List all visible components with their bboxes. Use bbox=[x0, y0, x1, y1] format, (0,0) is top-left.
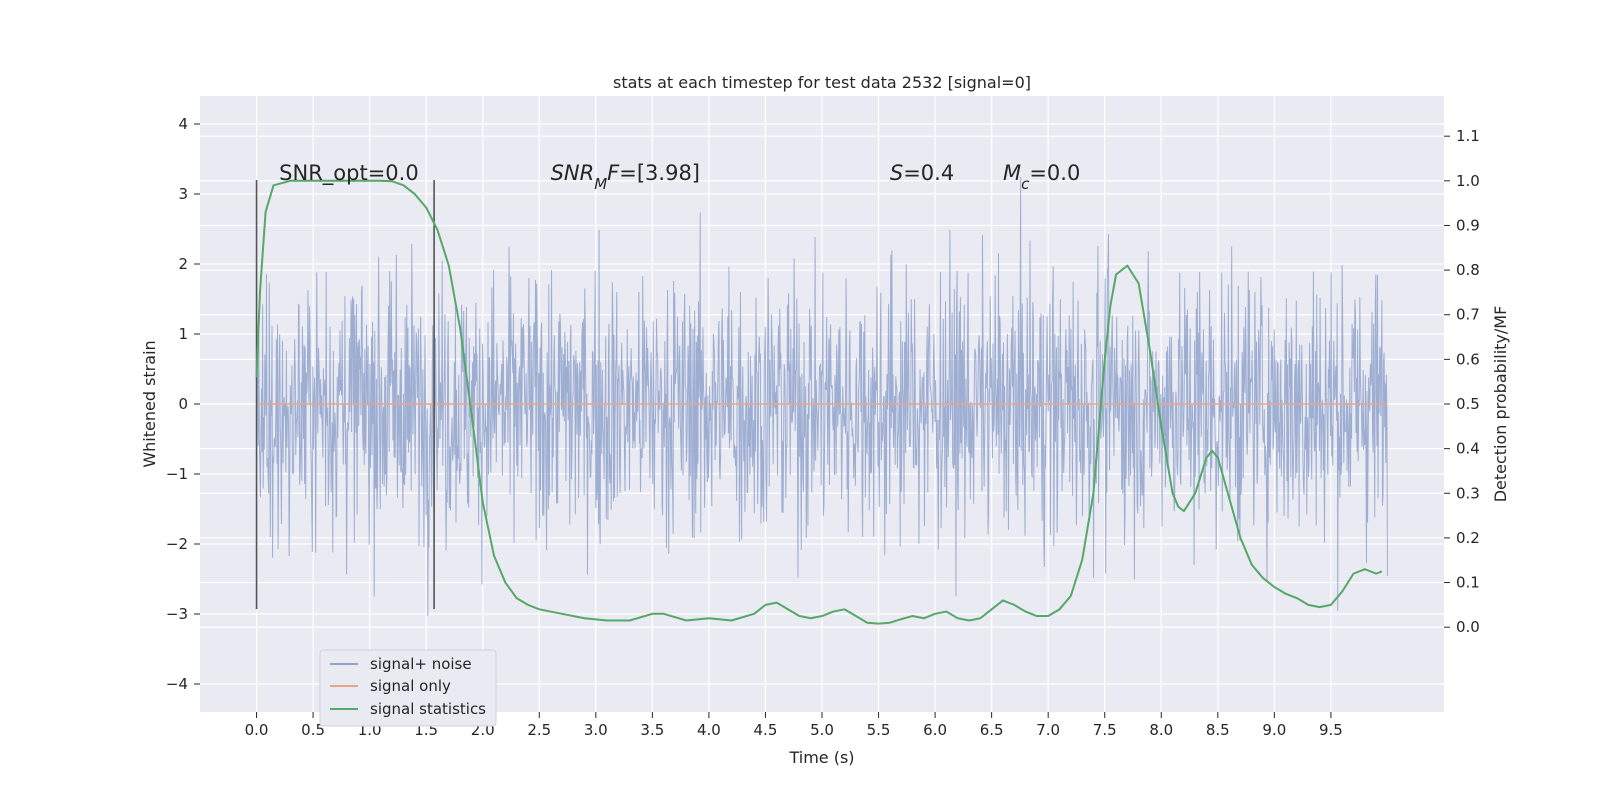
vertical-markers bbox=[255, 180, 435, 610]
yr-tick-label: 1.0 bbox=[1456, 172, 1480, 190]
legend-label-signal-noise: signal+ noise bbox=[370, 655, 472, 673]
yl-tick-label: −4 bbox=[166, 675, 188, 693]
x-tick-label: 9.0 bbox=[1262, 721, 1286, 739]
x-tick-label: 7.0 bbox=[1036, 721, 1060, 739]
x-tick-label: 8.5 bbox=[1206, 721, 1230, 739]
x-tick-label: 6.0 bbox=[923, 721, 947, 739]
legend-box bbox=[319, 649, 497, 727]
annotation-0: SNR_opt=0.0 bbox=[279, 161, 419, 186]
annotation-1: SNRMF=[3.98] bbox=[551, 161, 700, 193]
x-tick-label: 5.0 bbox=[810, 721, 834, 739]
yr-tick-label: 0.9 bbox=[1456, 216, 1480, 234]
x-tick-label: 3.5 bbox=[640, 721, 664, 739]
yl-tick-label: 3 bbox=[178, 185, 188, 203]
yl-tick-label: −3 bbox=[166, 605, 188, 623]
yl-tick-label: 2 bbox=[178, 255, 188, 273]
x-tick-label: 6.5 bbox=[980, 721, 1004, 739]
right-y-axis-title: Detection probability/MF bbox=[1491, 306, 1510, 503]
yr-tick-label: 0.1 bbox=[1456, 574, 1480, 592]
left-y-axis-ticks: 4 3 2 1 0 −1 −2 −3 −4 bbox=[166, 115, 200, 693]
left-y-axis-title: Whitened strain bbox=[140, 340, 159, 467]
yr-tick-label: 0.7 bbox=[1456, 306, 1480, 324]
yr-tick-label: 0.4 bbox=[1456, 440, 1480, 458]
x-tick-label: 7.5 bbox=[1093, 721, 1117, 739]
x-axis-title: Time (s) bbox=[788, 748, 854, 767]
yr-tick-label: 1.1 bbox=[1456, 127, 1480, 145]
legend-label-signal-statistics: signal statistics bbox=[370, 700, 486, 718]
yl-tick-label: −1 bbox=[166, 465, 188, 483]
x-tick-label: 0.0 bbox=[245, 721, 269, 739]
x-tick-label: 4.5 bbox=[754, 721, 778, 739]
x-axis-ticks: 0.0 0.5 1.0 1.5 2.0 2.5 3.0 3.5 4.0 4.5 5.0 5.5 6.0 6… bbox=[245, 712, 1343, 739]
yr-tick-label: 0.6 bbox=[1456, 350, 1480, 368]
signal-statistics-line bbox=[255, 179, 1383, 625]
right-y-axis-ticks: 1.1 1.0 0.9 0.8 0.7 0.6 0.5 0.4 0.3 0.2 0.1 0.0 bbox=[1444, 127, 1480, 636]
legend-label-signal-only: signal only bbox=[370, 677, 451, 695]
signal-statistics-series bbox=[255, 179, 1383, 625]
yr-tick-label: 0.5 bbox=[1456, 395, 1480, 413]
annotations: SNR_opt=0.0 SNRMF=[3.98] S=0.4 Mc=0.0 bbox=[279, 161, 1080, 193]
chart-title: stats at each timestep for test data 253… bbox=[613, 73, 1031, 92]
yr-tick-label: 0.8 bbox=[1456, 261, 1480, 279]
yl-tick-label: 0 bbox=[178, 395, 188, 413]
annotation-3: Mc=0.0 bbox=[1003, 161, 1080, 193]
x-tick-label: 8.0 bbox=[1149, 721, 1173, 739]
x-tick-label: 9.5 bbox=[1319, 721, 1343, 739]
yl-tick-label: 1 bbox=[178, 325, 188, 343]
annotation-2: S=0.4 bbox=[890, 161, 954, 185]
yr-tick-label: 0.0 bbox=[1456, 618, 1480, 636]
yr-tick-label: 0.2 bbox=[1456, 529, 1480, 547]
legend: signal+ noise signal only signal statist… bbox=[319, 649, 497, 727]
yl-tick-label: −2 bbox=[166, 535, 188, 553]
x-tick-label: 4.0 bbox=[697, 721, 721, 739]
yl-tick-label: 4 bbox=[178, 115, 188, 133]
x-tick-label: 5.5 bbox=[867, 721, 891, 739]
x-tick-label: 2.5 bbox=[527, 721, 551, 739]
x-tick-label: 3.0 bbox=[584, 721, 608, 739]
yr-tick-label: 0.3 bbox=[1456, 484, 1480, 502]
x-tick-label: 0.5 bbox=[301, 721, 325, 739]
